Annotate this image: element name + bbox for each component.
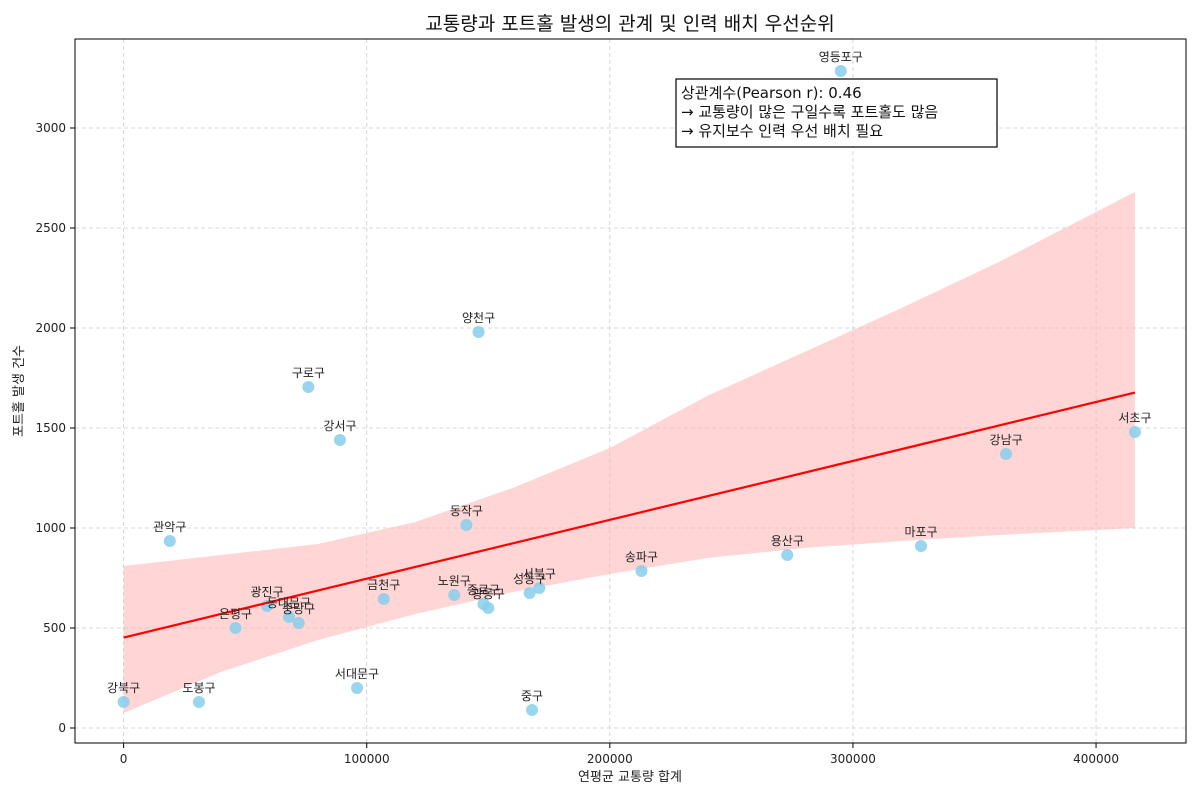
data-point (333, 434, 346, 446)
x-tick-label: 200000 (587, 752, 633, 766)
chart-title: 교통량과 포트홀 발생의 관계 및 인력 배치 우선순위 (425, 13, 834, 35)
y-tick-label: 2000 (35, 321, 66, 335)
data-point (292, 617, 305, 629)
data-point (526, 704, 539, 716)
axis-ticks: 0 100000 200000 300000 400000 0 500 1000 1500 200… (35, 121, 1119, 766)
data-point (834, 65, 847, 77)
data-point (1128, 426, 1141, 438)
point-label: 성동구 (513, 572, 546, 586)
data-point (229, 622, 242, 634)
data-point (377, 593, 390, 605)
data-point (635, 565, 648, 577)
annotation-frame (675, 78, 998, 148)
data-point (915, 540, 928, 552)
y-axis-label: 포트홀 발생 건수 (12, 345, 27, 437)
x-tick-label: 100000 (344, 752, 390, 766)
x-tick-label: 300000 (830, 752, 876, 766)
point-label: 서북구 (523, 567, 556, 581)
y-tick-label: 2500 (35, 221, 66, 235)
point-label: 노원구 (438, 574, 471, 588)
regression-line (123, 391, 1136, 639)
confidence-band-area (123, 192, 1135, 713)
data-point (282, 611, 295, 623)
data-point (163, 535, 176, 547)
point-label: 동작구 (450, 504, 483, 518)
point-label: 서대문구 (335, 667, 379, 681)
point-label: 서초구 (1118, 411, 1151, 425)
data-point (472, 326, 485, 338)
point-label: 강북구 (107, 681, 140, 695)
point-label: 동대문구 (267, 596, 311, 610)
point-label: 양천구 (462, 310, 495, 325)
correlation-annotation: 상관계수(Pearson r): 0.46 → 교통량이 많은 구일수록 포트홀… (675, 78, 998, 148)
data-point (482, 602, 495, 614)
x-axis-label: 연평균 교통량 합계 (578, 770, 682, 785)
y-tick-label: 1000 (35, 521, 66, 535)
point-label: 관악구 (153, 520, 186, 534)
point-label: 종로구 (467, 583, 500, 597)
data-point (302, 381, 315, 393)
point-label: 은평구 (219, 607, 252, 621)
point-label: 강서구 (323, 419, 356, 433)
point-label: 광동구 (472, 587, 505, 601)
y-tick-label: 1500 (35, 421, 66, 435)
annotation-line-1: 상관계수(Pearson r): 0.46 (681, 84, 862, 102)
annotation-line-2: → 교통량이 많은 구일수록 포트홀도 많음 (681, 103, 938, 121)
y-tick-label: 0 (58, 721, 66, 735)
y-tick-label: 500 (43, 621, 66, 635)
point-label: 강남구 (990, 433, 1023, 447)
point-label: 금천구 (367, 577, 400, 592)
point-label: 중랑구 (282, 602, 315, 616)
point-label: 마포구 (904, 525, 937, 539)
point-label: 송파구 (625, 550, 658, 564)
x-tick-label: 400000 (1073, 752, 1119, 766)
confidence-band (123, 192, 1135, 713)
point-label: 중구 (521, 689, 543, 703)
data-point (448, 589, 461, 601)
annotation-line-3: → 유지보수 인력 우선 배치 필요 (681, 122, 883, 140)
point-label: 도봉구 (182, 681, 215, 695)
point-label: 구로구 (292, 366, 325, 380)
data-point (1000, 448, 1013, 460)
data-point (117, 696, 130, 708)
y-tick-label: 3000 (35, 121, 66, 135)
data-point (523, 587, 536, 599)
x-tick-label: 0 (120, 752, 128, 766)
regression-line-path (123, 391, 1136, 639)
data-point (781, 549, 794, 561)
point-label: 광진구 (250, 585, 283, 599)
data-point (460, 519, 473, 531)
data-point (351, 682, 364, 694)
plot-frame (74, 38, 1187, 744)
point-label: 용산구 (771, 534, 804, 548)
point-label: 영등포구 (819, 50, 863, 64)
data-point (533, 582, 546, 594)
data-point (192, 696, 205, 708)
